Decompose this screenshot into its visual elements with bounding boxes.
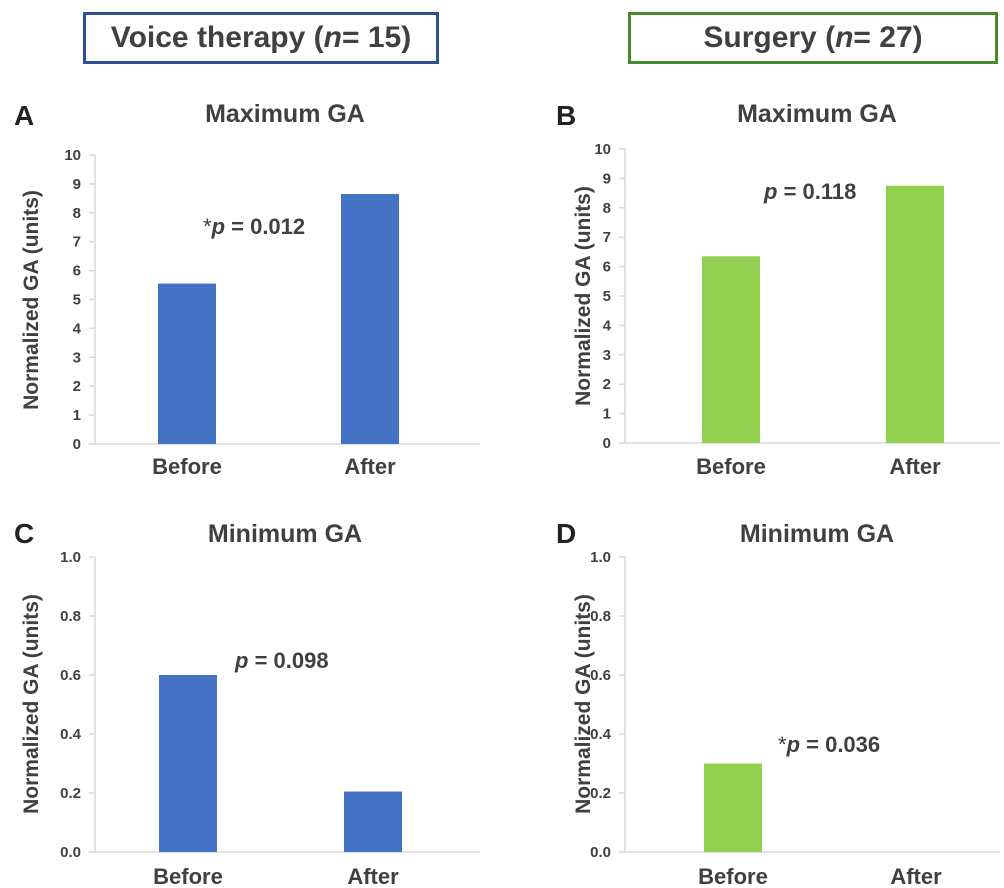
y-tick-label: 0.0	[590, 844, 611, 861]
x-tick-label: After	[890, 864, 942, 888]
group-label-suffix: = 27)	[853, 21, 923, 54]
chart-title: Maximum GA	[205, 100, 365, 128]
y-tick-label: 9	[603, 170, 611, 187]
chart-title: Minimum GA	[739, 520, 895, 548]
group-label-suffix: = 15)	[341, 21, 412, 54]
y-tick-label: 0.6	[590, 667, 611, 684]
group-label-surgery: Surgery (n = 27)	[628, 12, 998, 64]
x-tick-label: Before	[152, 454, 222, 479]
y-tick-label: 7	[73, 234, 81, 251]
group-label-prefix: Voice therapy (	[110, 21, 324, 54]
y-tick-label: 0.6	[60, 667, 81, 684]
y-tick-label: 6	[73, 263, 81, 280]
panel-letter: D	[556, 518, 577, 549]
bar-before	[704, 763, 762, 852]
y-tick-label: 3	[603, 347, 611, 364]
y-tick-label: 1	[73, 407, 81, 424]
y-axis-label: Normalized GA (units)	[20, 190, 43, 410]
y-tick-label: 1	[603, 406, 611, 423]
chart-title: Minimum GA	[207, 520, 363, 548]
y-tick-label: 8	[603, 200, 611, 217]
x-tick-label: Before	[153, 864, 223, 888]
y-tick-label: 0.4	[590, 726, 612, 743]
y-tick-label: 0.0	[60, 844, 81, 861]
panel-letter: A	[14, 100, 35, 131]
p-value-annotation: p = 0.098	[234, 648, 329, 673]
y-tick-label: 4	[73, 320, 82, 337]
y-tick-label: 0.4	[60, 726, 82, 743]
p-value-annotation: *p = 0.012	[203, 214, 305, 239]
x-tick-label: After	[344, 454, 396, 479]
p-value-annotation: *p = 0.036	[778, 732, 880, 757]
y-tick-label: 3	[73, 349, 81, 366]
bar-before	[702, 256, 760, 443]
y-tick-label: 7	[603, 229, 611, 246]
y-tick-label: 0	[603, 435, 611, 452]
x-tick-label: Before	[698, 864, 768, 888]
y-tick-label: 4	[603, 317, 612, 334]
y-axis-label: Normalized GA (units)	[20, 594, 43, 814]
group-label-voice-therapy: Voice therapy (n = 15)	[83, 12, 439, 64]
y-tick-label: 2	[603, 376, 611, 393]
y-tick-label: 0.2	[590, 785, 611, 802]
y-tick-label: 1.0	[60, 549, 81, 566]
chart-title: Maximum GA	[737, 100, 897, 128]
bar-after	[344, 791, 402, 852]
y-tick-label: 0	[73, 436, 81, 453]
group-label-prefix: Surgery (	[703, 21, 836, 54]
y-axis-label: Normalized GA (units)	[572, 594, 595, 814]
x-tick-label: After	[347, 864, 399, 888]
y-tick-label: 6	[603, 259, 611, 276]
x-tick-label: After	[889, 454, 941, 479]
y-tick-label: 10	[64, 147, 81, 164]
bar-after	[886, 185, 944, 443]
y-tick-label: 1.0	[590, 549, 611, 566]
y-tick-label: 5	[73, 292, 81, 309]
y-tick-label: 10	[594, 141, 611, 158]
y-tick-label: 0.8	[590, 608, 611, 625]
x-tick-label: Before	[696, 454, 766, 479]
bar-after	[341, 194, 399, 444]
bar-before	[159, 675, 217, 852]
y-tick-label: 0.8	[60, 608, 81, 625]
y-tick-label: 8	[73, 205, 81, 222]
y-tick-label: 9	[73, 176, 81, 193]
p-value-annotation: p = 0.118	[763, 179, 856, 204]
y-tick-label: 0.2	[60, 785, 81, 802]
panel-letter: B	[556, 100, 577, 131]
group-label-n: n	[835, 21, 854, 54]
y-axis-label: Normalized GA (units)	[572, 186, 595, 406]
panel-letter: C	[14, 518, 35, 549]
y-tick-label: 2	[73, 378, 81, 395]
group-label-n: n	[323, 21, 342, 54]
y-tick-label: 5	[603, 288, 611, 305]
bar-before	[158, 283, 216, 444]
